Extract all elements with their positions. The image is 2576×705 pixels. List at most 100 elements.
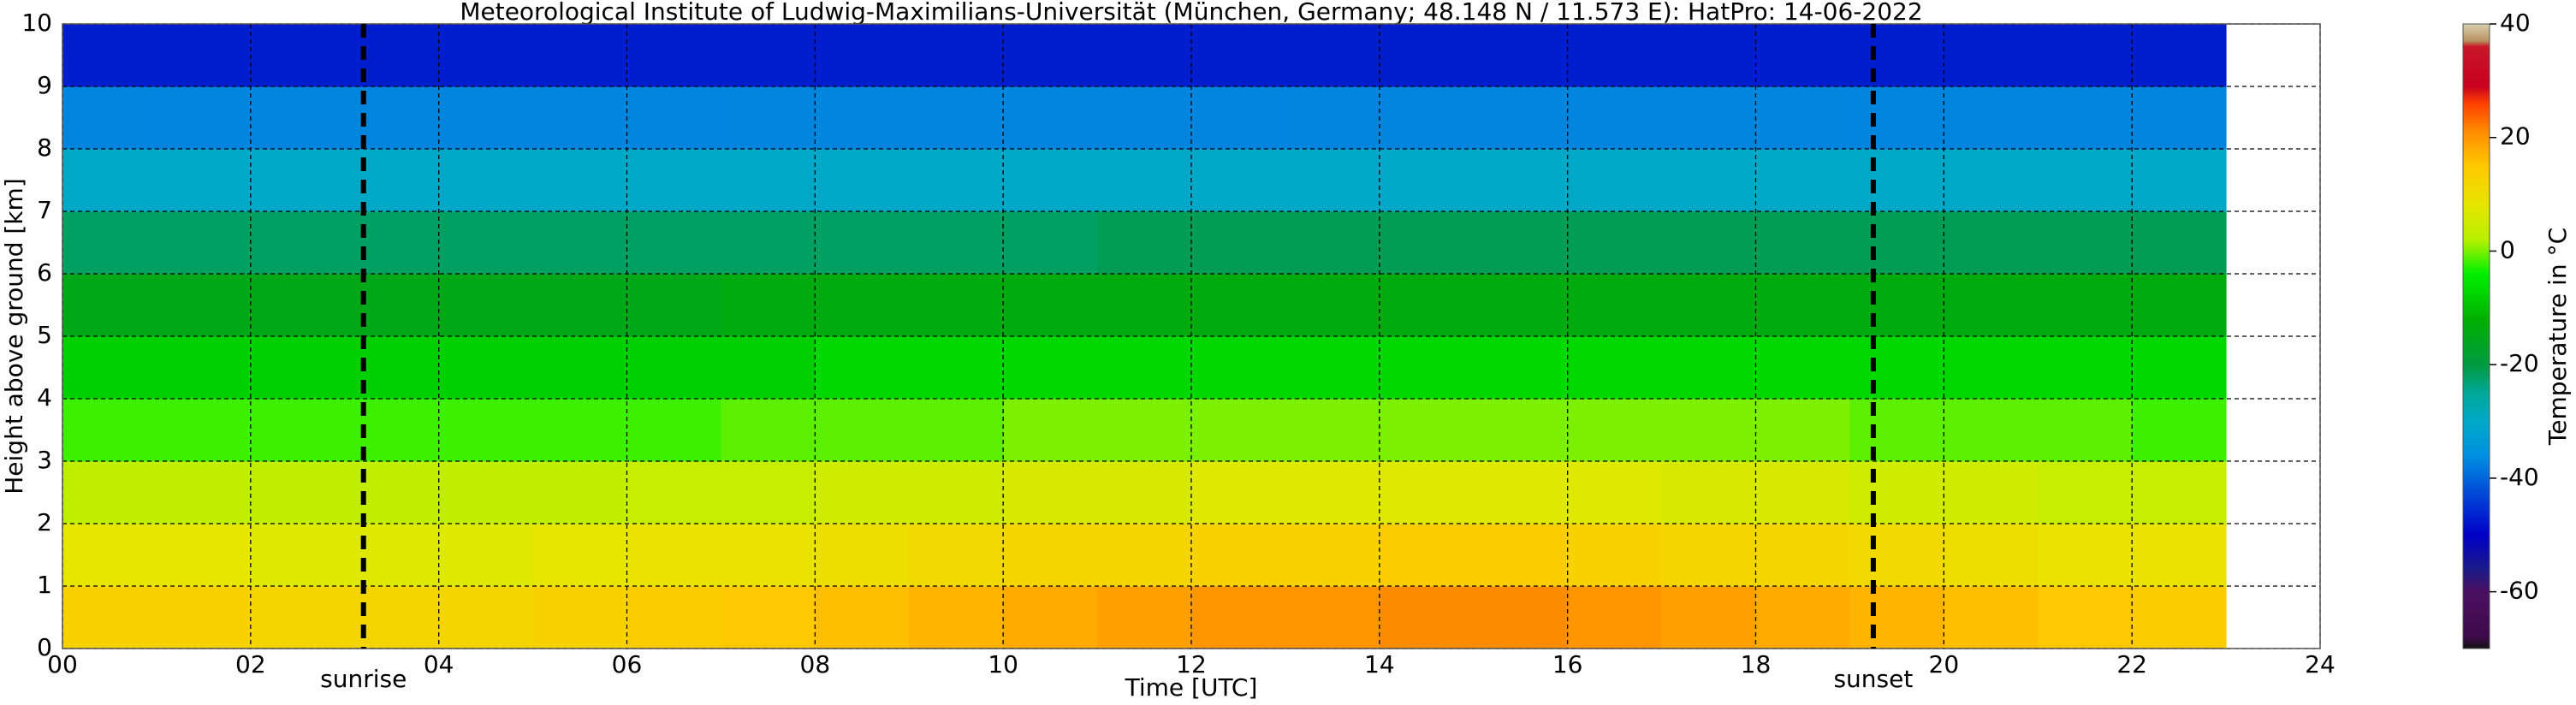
heatmap-cell <box>156 399 252 462</box>
heatmap-cell <box>156 149 252 212</box>
heatmap-cell <box>1191 586 1286 649</box>
y-tick-label: 9 <box>37 71 52 99</box>
y-tick-label: 5 <box>37 321 52 349</box>
heatmap-cell <box>721 461 816 524</box>
heatmap-cell <box>1097 524 1192 587</box>
heatmap-cell <box>1944 524 2039 587</box>
heatmap-cell <box>815 274 910 337</box>
heatmap-cell <box>1285 399 1380 462</box>
heatmap-cell <box>1567 149 1663 212</box>
heatmap-cell <box>250 336 346 400</box>
heatmap-cell <box>1285 211 1380 275</box>
heatmap-cell <box>1379 24 1475 87</box>
heatmap-cell <box>1191 336 1286 400</box>
heatmap-cell <box>1755 211 1850 275</box>
heatmap-cell <box>1755 399 1850 462</box>
heatmap-cell <box>1285 86 1380 150</box>
heatmap-cell <box>344 461 440 524</box>
heatmap-cell <box>2038 399 2133 462</box>
heatmap-cell <box>1097 399 1192 462</box>
heatmap-cell <box>1661 24 1756 87</box>
heatmap-cell <box>1191 149 1286 212</box>
heatmap-cell <box>2132 586 2227 649</box>
heatmap-cell <box>1567 399 1663 462</box>
heatmap-cell <box>250 24 346 87</box>
heatmap-cell <box>815 336 910 400</box>
heatmap-cell <box>1003 524 1098 587</box>
colorbar-tick-label: -60 <box>2500 577 2539 605</box>
heatmap-cell <box>1473 274 1569 337</box>
heatmap-cell <box>2038 86 2133 150</box>
heatmap-cell <box>721 586 816 649</box>
heatmap-cell <box>1567 586 1663 649</box>
heatmap-cell <box>1379 149 1475 212</box>
heatmap-cell <box>532 524 627 587</box>
heatmap-cell <box>1944 274 2039 337</box>
heatmap-cell <box>2132 86 2227 150</box>
heatmap-cell <box>909 86 1004 150</box>
heatmap-cell <box>1003 336 1098 400</box>
heatmap-cell <box>532 86 627 150</box>
heatmap-cell <box>721 86 816 150</box>
heatmap-cell <box>909 24 1004 87</box>
heatmap-cell <box>438 149 534 212</box>
heatmap-cell <box>1003 86 1098 150</box>
heatmap-cell <box>626 399 721 462</box>
heatmap-cell <box>2038 149 2133 212</box>
heatmap-cell <box>1003 149 1098 212</box>
x-tick-label: 12 <box>1176 650 1207 678</box>
heatmap-cell <box>1285 274 1380 337</box>
annotation-label: sunset <box>1833 665 1913 693</box>
x-tick-label: 20 <box>1929 650 1960 678</box>
heatmap-cell <box>438 399 534 462</box>
heatmap-cell <box>1379 274 1475 337</box>
heatmap-cell <box>1285 586 1380 649</box>
heatmap-cell <box>1473 586 1569 649</box>
heatmap-cell <box>626 461 721 524</box>
x-axis-label: Time [UTC] <box>1125 673 1258 702</box>
plot-frame <box>62 23 2321 649</box>
heatmap-cell <box>626 24 721 87</box>
heatmap-cell <box>1944 86 2039 150</box>
colorbar-tick-label: 40 <box>2500 9 2531 37</box>
heatmap-cell <box>1755 524 1850 587</box>
x-tick-label: 22 <box>2116 650 2147 678</box>
heatmap-cell <box>2038 211 2133 275</box>
heatmap-cell <box>1003 274 1098 337</box>
heatmap-cell <box>1097 586 1192 649</box>
heatmap-cell <box>1473 524 1569 587</box>
heatmap-cell <box>1285 149 1380 212</box>
heatmap-cell <box>1473 86 1569 150</box>
heatmap-cell <box>156 524 252 587</box>
heatmap-cell <box>1097 211 1192 275</box>
heatmap-cell <box>1755 586 1850 649</box>
heatmap-cell <box>1285 24 1380 87</box>
heatmap-cell <box>2132 149 2227 212</box>
heatmap-cell <box>1661 149 1756 212</box>
heatmap-cell <box>815 461 910 524</box>
heatmap-cell <box>438 586 534 649</box>
heatmap-cell <box>1944 586 2039 649</box>
chart-title: Meteorological Institute of Ludwig-Maxim… <box>460 0 1922 26</box>
heatmap-cell <box>1755 149 1850 212</box>
heatmap-cell <box>438 461 534 524</box>
heatmap-cell <box>1379 336 1475 400</box>
heatmap-cell <box>2132 524 2227 587</box>
heatmap-cell <box>62 24 157 87</box>
heatmap-cell <box>1473 336 1569 400</box>
heatmap-cell <box>815 149 910 212</box>
heatmap-cell <box>2038 586 2133 649</box>
heatmap-cell <box>156 86 252 150</box>
heatmap-cell <box>156 211 252 275</box>
y-axis-label: Height above ground [km] <box>0 178 28 495</box>
heatmap-cell <box>1003 399 1098 462</box>
heatmap-cell <box>1567 524 1663 587</box>
heatmap-cell <box>1379 524 1475 587</box>
colorbar-tick-label: -40 <box>2500 463 2539 491</box>
heatmap-cell <box>1285 336 1380 400</box>
annotation-label: sunrise <box>320 665 407 693</box>
heatmap-cell <box>1191 399 1286 462</box>
heatmap-cell <box>344 24 440 87</box>
heatmap-cell <box>1755 86 1850 150</box>
heatmap-cell <box>1944 461 2039 524</box>
